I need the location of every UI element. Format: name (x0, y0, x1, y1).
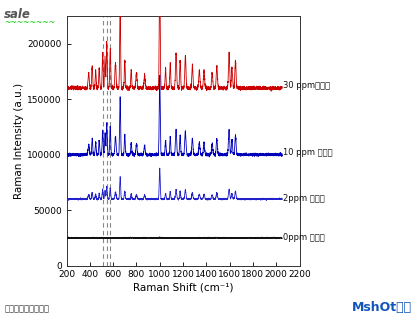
Y-axis label: Raman Intensity (a.u.): Raman Intensity (a.u.) (15, 83, 25, 199)
Text: ~~~~~~~~: ~~~~~~~~ (4, 18, 55, 27)
Text: 加标糖精钓检测谱图: 加标糖精钓检测谱图 (4, 305, 49, 314)
Text: 30 ppm糖精钓: 30 ppm糖精钓 (282, 81, 330, 90)
Text: MshOt明美: MshOt明美 (352, 300, 412, 314)
Text: 0ppm 糖精钓: 0ppm 糖精钓 (282, 233, 324, 242)
X-axis label: Raman Shift (cm⁻¹): Raman Shift (cm⁻¹) (133, 282, 233, 292)
Text: 10 ppm 糖精钓: 10 ppm 糖精钓 (282, 148, 332, 157)
Text: 2ppm 糖精钓: 2ppm 糖精钓 (282, 194, 324, 203)
Text: sale: sale (4, 8, 31, 21)
